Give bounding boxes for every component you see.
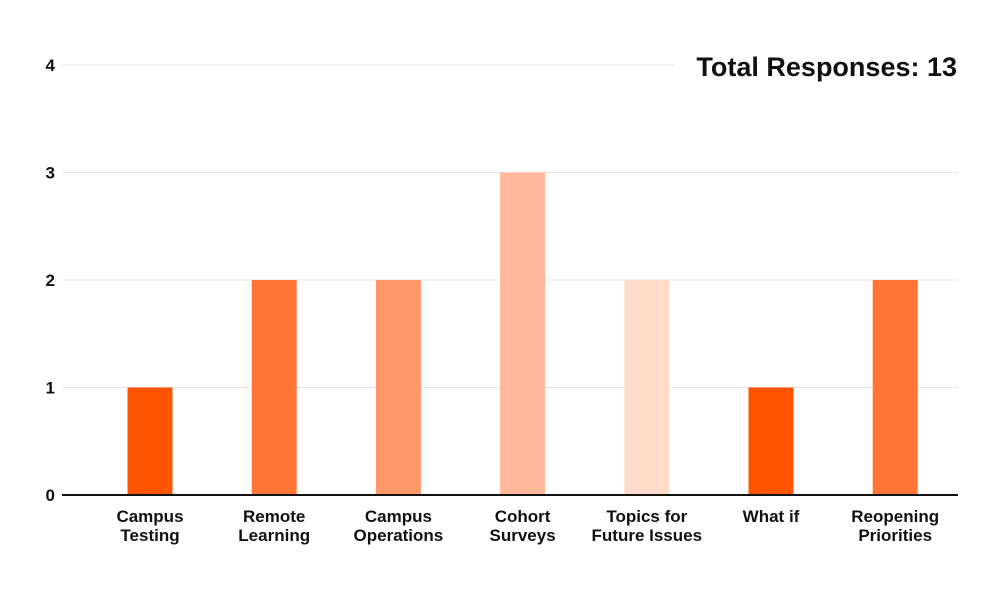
total-responses-annotation: Total Responses: 13	[696, 52, 957, 82]
bar	[748, 387, 794, 495]
x-tick-label: Remote Learning	[238, 507, 310, 545]
x-tick-label: Campus Operations	[354, 507, 444, 545]
bar	[127, 387, 173, 495]
x-axis-ticks: Campus Testing Remote Learning Campus Operati…	[116, 507, 939, 545]
x-tick-label: Reopening Priorities	[851, 507, 939, 545]
y-tick-label: 4	[46, 56, 56, 75]
x-tick-label: Campus Testing	[116, 507, 183, 545]
bar	[500, 172, 546, 495]
bars	[127, 172, 918, 495]
y-tick-label: 3	[46, 164, 55, 183]
y-tick-label: 0	[46, 486, 55, 505]
x-tick-label: What if	[743, 507, 800, 526]
bar	[872, 280, 918, 495]
y-tick-label: 1	[46, 379, 55, 398]
bar	[251, 280, 297, 495]
x-tick-label: Cohort Surveys	[490, 507, 556, 545]
y-tick-label: 2	[46, 271, 55, 290]
bar	[624, 280, 670, 495]
y-axis-ticks: 0 1 2 3 4	[46, 56, 56, 505]
x-tick-label: Topics for Future Issues	[592, 507, 703, 545]
bar	[375, 280, 421, 495]
